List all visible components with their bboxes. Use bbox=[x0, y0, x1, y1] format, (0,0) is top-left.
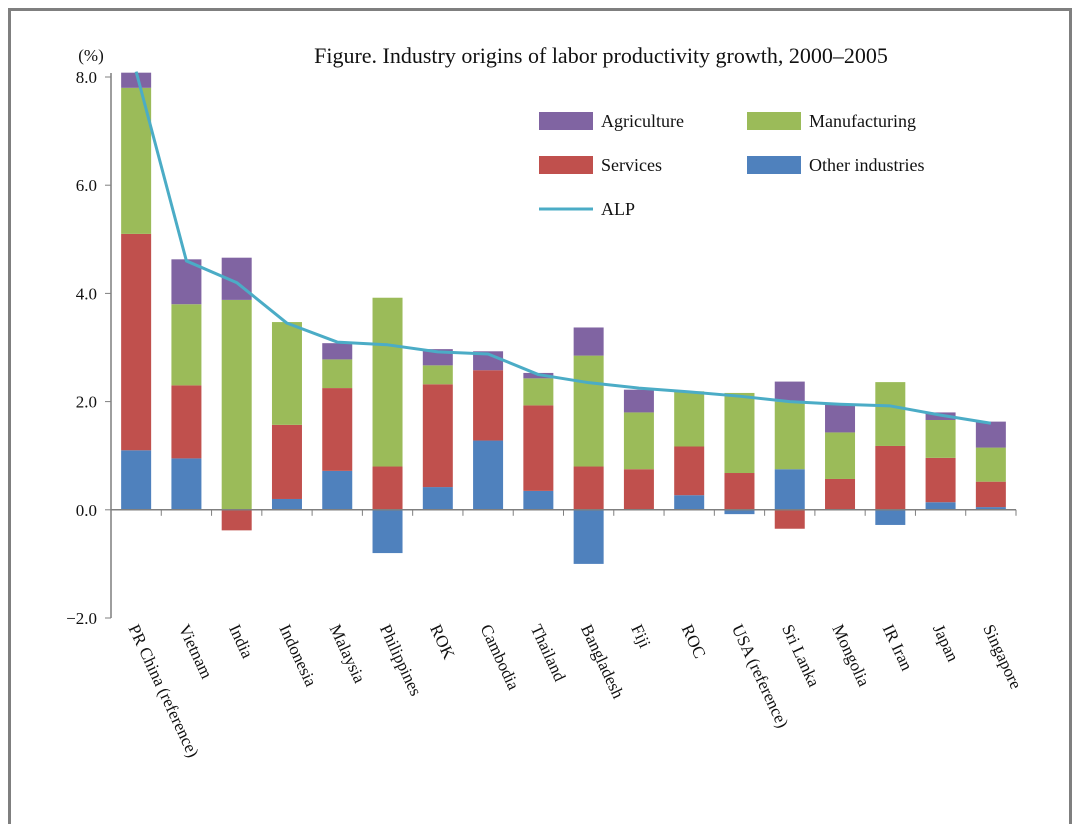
bar-segment-manufacturing bbox=[271, 322, 302, 425]
x-tick-label: Cambodia bbox=[476, 621, 523, 693]
x-tick-label: Japan bbox=[929, 621, 963, 665]
bar-segment-manufacturing bbox=[221, 299, 252, 510]
bar-segment-services bbox=[422, 384, 453, 488]
x-tick-label: Mongolia bbox=[828, 621, 873, 689]
bar-segment-services bbox=[623, 469, 654, 510]
bar-segment-agriculture bbox=[825, 404, 856, 433]
bar-segment-manufacturing bbox=[925, 419, 956, 458]
legend-label-services: Services bbox=[601, 155, 662, 175]
bar-segment-manufacturing bbox=[523, 378, 554, 406]
x-tick-label: Philippines bbox=[376, 621, 426, 698]
bar-segment-services bbox=[774, 509, 805, 529]
x-tick-label: Fiji bbox=[627, 621, 654, 651]
x-tick-labels: PR China (reference)Vietnam India Indonesi… bbox=[125, 621, 1026, 760]
legend-swatch-services bbox=[539, 156, 593, 174]
x-tick-label: Bangladesh bbox=[577, 621, 628, 701]
alp-line-layer bbox=[134, 71, 992, 425]
x-tick-label: ROC bbox=[678, 621, 710, 661]
bar-segment-manufacturing bbox=[975, 447, 1006, 482]
bar-segment-other-industries bbox=[422, 487, 453, 510]
bar-segment-services bbox=[171, 385, 202, 459]
bar-segment-services bbox=[875, 445, 906, 510]
bar-segment-services bbox=[322, 388, 353, 471]
legend-swatch-agriculture bbox=[539, 112, 593, 130]
y-axis-label: (%) bbox=[78, 46, 103, 65]
chart-title: Figure. Industry origins of labor produc… bbox=[314, 43, 888, 68]
bar-segment-other-industries bbox=[322, 470, 353, 510]
y-tick-labels: 8.0 6.0 4.0 2.0 0.0 −2.0 bbox=[66, 68, 97, 628]
bar-segment-other-industries bbox=[271, 498, 302, 510]
legend: Agriculture Manufacturing Services Other in… bbox=[539, 111, 924, 219]
stacked-bar-chart: Figure. Industry origins of labor produc… bbox=[66, 43, 1026, 760]
bar-segment-manufacturing bbox=[422, 365, 453, 385]
bar-segment-services bbox=[825, 478, 856, 510]
bar-segment-other-industries bbox=[925, 502, 956, 510]
legend-label-agriculture: Agriculture bbox=[601, 111, 684, 131]
bar-segment-services bbox=[674, 446, 705, 496]
bar-segment-other-industries bbox=[875, 509, 906, 525]
y-tick-label: 4.0 bbox=[76, 284, 97, 303]
x-tick-label: India bbox=[225, 621, 257, 661]
bar-segment-manufacturing bbox=[322, 359, 353, 389]
bar-segment-other-industries bbox=[573, 509, 604, 564]
y-tick-label: 0.0 bbox=[76, 501, 97, 520]
bar-segment-manufacturing bbox=[875, 382, 906, 446]
alp-line bbox=[134, 71, 992, 425]
bar-segment-services bbox=[473, 370, 504, 441]
legend-label-other-industries: Other industries bbox=[809, 155, 924, 175]
bar-segment-services bbox=[372, 466, 403, 510]
x-tick-label: Singapore bbox=[979, 621, 1025, 692]
y-tick-label: −2.0 bbox=[66, 609, 97, 628]
bar-segment-agriculture bbox=[322, 343, 353, 360]
bar-segment-manufacturing bbox=[825, 432, 856, 479]
bar-segment-services bbox=[925, 457, 956, 503]
legend-label-alp: ALP bbox=[601, 199, 635, 219]
bar-segment-other-industries bbox=[674, 495, 705, 510]
bar-segment-agriculture bbox=[573, 327, 604, 356]
bar-segment-other-industries bbox=[372, 509, 403, 554]
bar-segment-manufacturing bbox=[171, 304, 202, 386]
x-tick-label: Sri Lanka bbox=[778, 621, 824, 690]
bar-segment-manufacturing bbox=[372, 297, 403, 467]
bar-segment-services bbox=[573, 466, 604, 510]
y-tick-label: 2.0 bbox=[76, 393, 97, 412]
bar-segment-agriculture bbox=[975, 421, 1006, 448]
bar-segment-manufacturing bbox=[623, 412, 654, 470]
bar-segment-other-industries bbox=[171, 458, 202, 510]
bar-segment-manufacturing bbox=[774, 401, 805, 470]
bar-segment-other-industries bbox=[724, 509, 755, 515]
x-tick-label: Malaysia bbox=[326, 621, 370, 686]
bar-segment-other-industries bbox=[121, 450, 152, 510]
bar-segment-services bbox=[975, 481, 1006, 508]
x-tick-label: Thailand bbox=[527, 621, 570, 684]
legend-label-manufacturing: Manufacturing bbox=[809, 111, 916, 131]
bar-segment-services bbox=[121, 233, 152, 451]
bar-segment-agriculture bbox=[774, 381, 805, 402]
bar-segment-manufacturing bbox=[573, 355, 604, 467]
chart-frame: Figure. Industry origins of labor produc… bbox=[8, 8, 1072, 824]
bars-layer bbox=[121, 72, 1006, 564]
bar-segment-agriculture bbox=[623, 389, 654, 413]
bar-segment-agriculture bbox=[121, 72, 152, 88]
axes-layer bbox=[105, 73, 1017, 619]
y-tick-label: 6.0 bbox=[76, 176, 97, 195]
x-tick-label: Indonesia bbox=[275, 621, 320, 689]
bar-segment-other-industries bbox=[774, 469, 805, 510]
bar-segment-other-industries bbox=[473, 440, 504, 510]
bar-segment-services bbox=[724, 473, 755, 510]
bar-segment-other-industries bbox=[523, 490, 554, 510]
bar-segment-services bbox=[221, 509, 252, 531]
bar-segment-other-industries bbox=[975, 507, 1006, 510]
bar-segment-services bbox=[271, 424, 302, 499]
y-tick-label: 8.0 bbox=[76, 68, 97, 87]
x-tick-label: IR Iran bbox=[879, 621, 917, 674]
bar-segment-services bbox=[523, 405, 554, 491]
x-tick-label: ROK bbox=[426, 621, 459, 662]
bar-segment-manufacturing bbox=[674, 391, 705, 447]
bar-segment-manufacturing bbox=[724, 392, 755, 474]
legend-swatch-other-industries bbox=[747, 156, 801, 174]
x-tick-label: Vietnam bbox=[175, 621, 217, 681]
legend-swatch-manufacturing bbox=[747, 112, 801, 130]
